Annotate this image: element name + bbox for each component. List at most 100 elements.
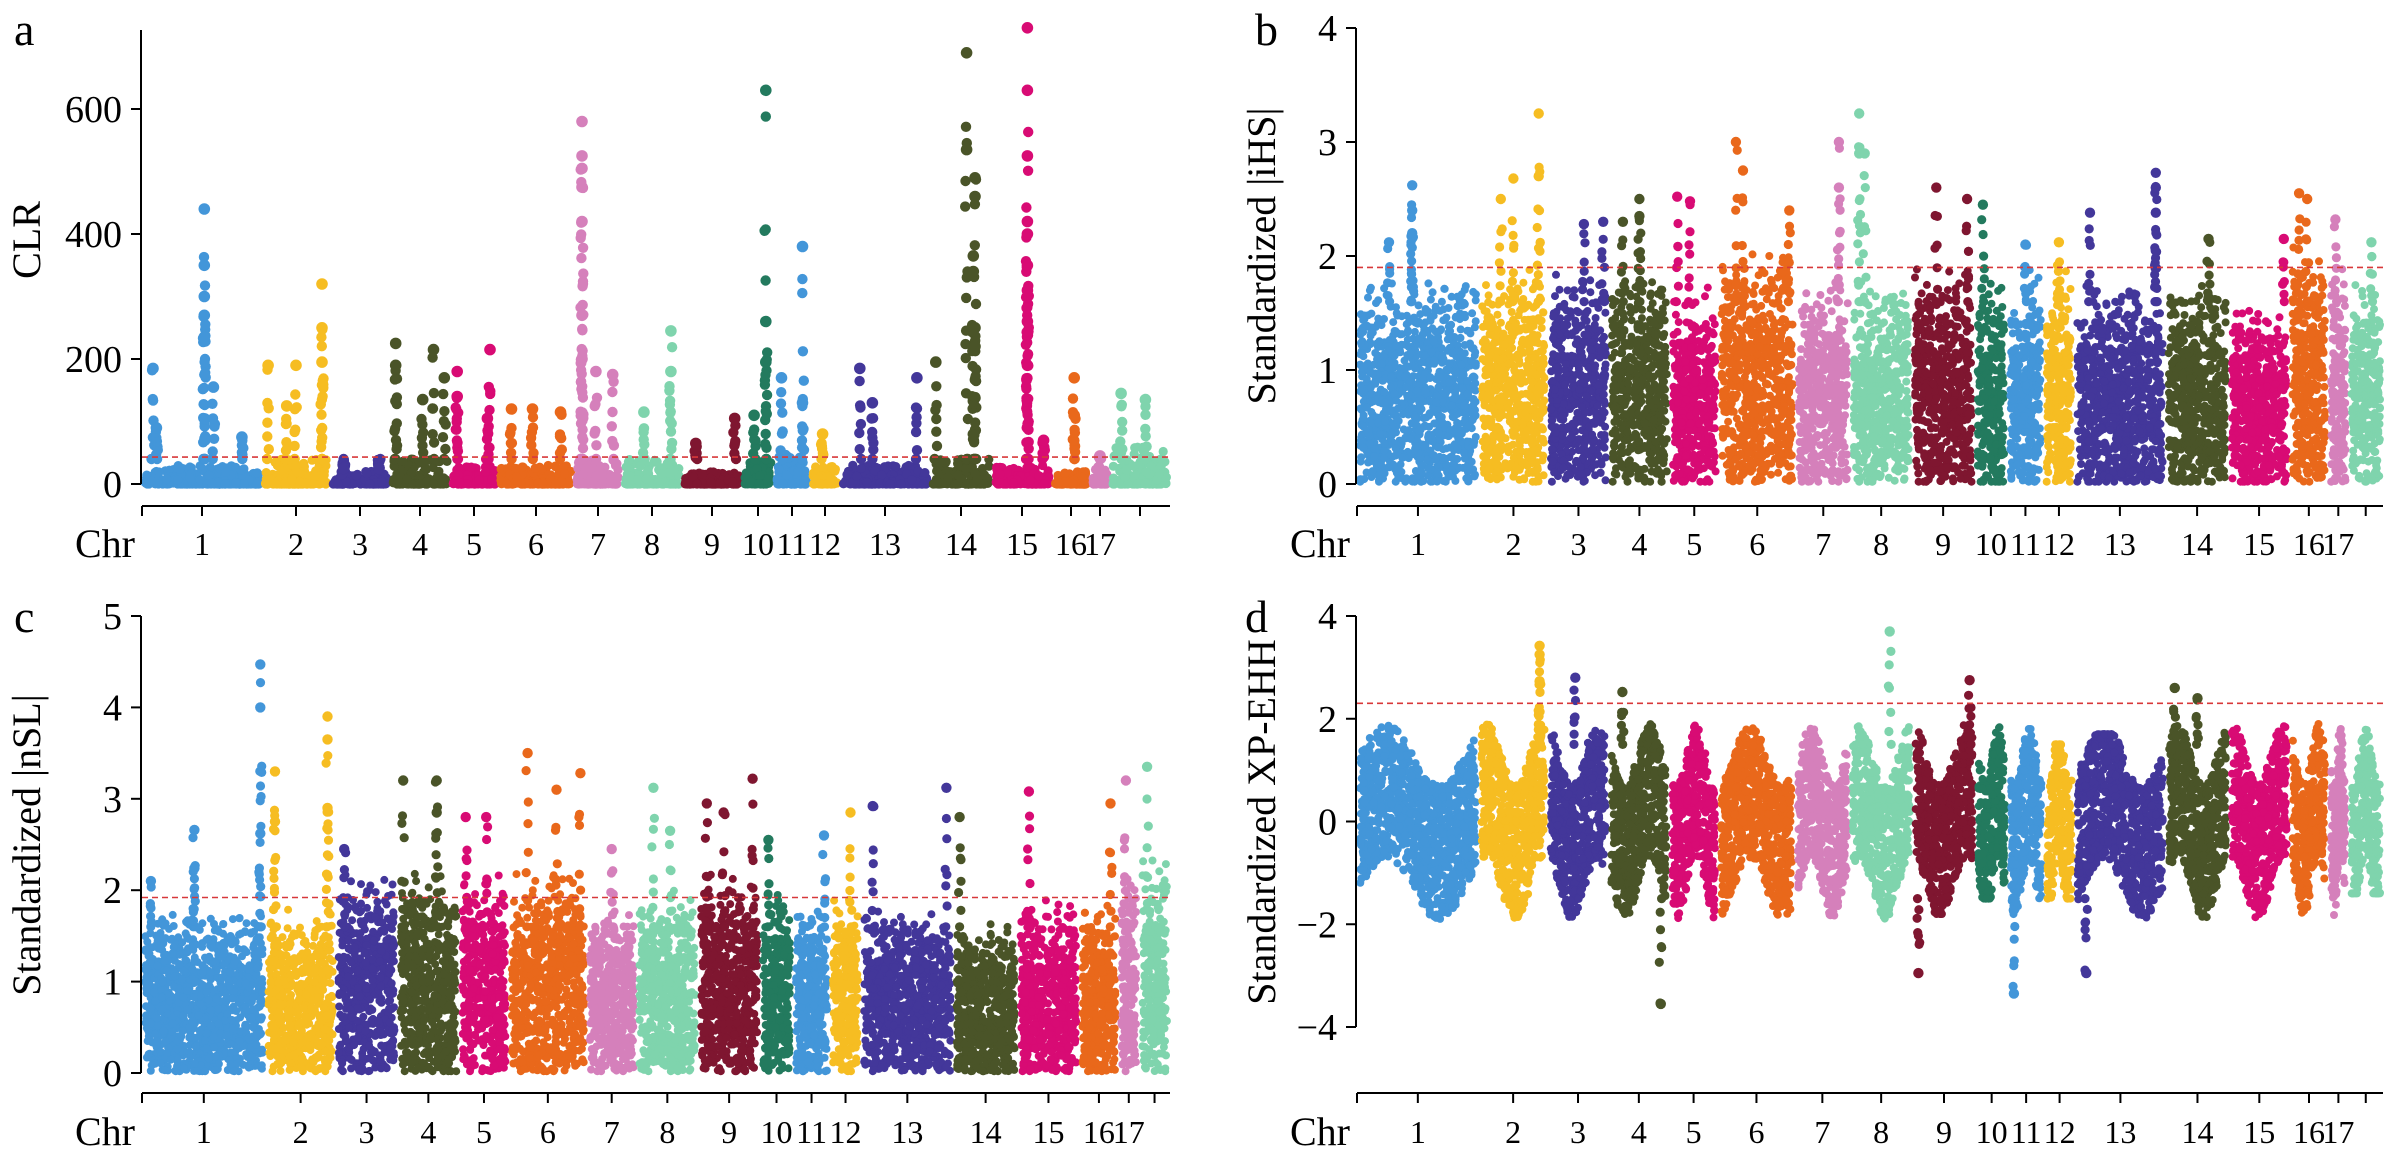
data-point	[953, 470, 963, 480]
data-point	[1411, 364, 1419, 373]
data-point	[1519, 348, 1528, 357]
peak-point	[1407, 205, 1418, 216]
data-point	[315, 399, 326, 410]
data-point	[607, 435, 618, 447]
chromosome-points-5	[448, 343, 500, 489]
x-tick-label: 17	[1084, 526, 1116, 562]
data-point	[1370, 445, 1379, 453]
data-point	[207, 446, 218, 457]
chromosome-points-3	[328, 453, 392, 489]
data-point	[1377, 359, 1386, 368]
peak-point	[451, 390, 464, 403]
peak-point	[236, 431, 248, 443]
data-point	[1158, 446, 1168, 457]
data-point	[220, 479, 230, 489]
data-point	[204, 470, 214, 480]
data-point	[316, 341, 327, 352]
data-point	[428, 387, 440, 399]
data-point	[761, 442, 772, 453]
data-point	[262, 397, 273, 409]
data-point	[576, 229, 587, 240]
data-point	[1482, 437, 1491, 446]
y-axis-title: CLR	[4, 201, 49, 279]
data-point	[669, 466, 679, 476]
data-point	[576, 252, 587, 264]
peak-point	[427, 343, 440, 356]
x-tick-label: 10	[742, 526, 774, 562]
peak-point	[198, 203, 211, 215]
data-point	[333, 479, 343, 489]
data-point	[1486, 351, 1494, 360]
data-point	[1534, 477, 1543, 486]
data-point	[1356, 330, 1365, 339]
data-point	[1509, 240, 1519, 250]
data-point	[440, 419, 451, 430]
data-point	[1483, 473, 1492, 482]
peak-point	[665, 325, 677, 337]
peak-point	[969, 322, 981, 334]
data-point	[200, 319, 211, 330]
data-point	[1489, 339, 1498, 348]
peak-point	[1021, 215, 1034, 228]
data-point	[1537, 324, 1546, 332]
data-point	[1408, 477, 1417, 486]
data-point	[953, 459, 963, 469]
data-point	[632, 475, 643, 485]
data-point	[1468, 309, 1477, 318]
data-point	[1357, 339, 1365, 347]
data-point	[198, 437, 209, 448]
data-point	[261, 453, 273, 465]
peak-point	[505, 403, 518, 415]
data-point	[606, 421, 617, 432]
data-point	[1455, 429, 1464, 438]
peak-point	[1068, 372, 1080, 384]
data-point	[666, 443, 677, 455]
data-point	[440, 443, 451, 455]
peak-point	[1115, 387, 1127, 400]
data-point	[664, 395, 676, 406]
data-point	[1500, 373, 1509, 381]
data-point	[775, 398, 787, 409]
data-point	[451, 413, 462, 424]
data-point	[728, 427, 739, 438]
data-point	[856, 463, 866, 473]
chromosome-points-14	[928, 47, 994, 489]
data-point	[1496, 297, 1506, 307]
data-point	[1494, 424, 1503, 432]
data-point	[1389, 331, 1398, 340]
data-point	[854, 375, 865, 387]
data-point	[175, 464, 185, 474]
peak-point	[290, 359, 302, 372]
data-point	[969, 240, 980, 251]
peak-point	[1021, 150, 1034, 162]
data-point	[1428, 288, 1437, 297]
data-point	[1366, 383, 1375, 392]
data-point	[438, 388, 449, 400]
data-point	[1099, 478, 1109, 488]
peak-point	[198, 331, 211, 343]
data-point	[289, 453, 300, 465]
data-point	[1021, 396, 1033, 407]
data-point	[854, 444, 865, 455]
data-point	[365, 479, 375, 489]
data-point	[1509, 427, 1518, 436]
data-point	[866, 413, 877, 424]
data-point	[502, 479, 512, 489]
chromosome-points-4	[388, 337, 452, 489]
data-point	[146, 475, 156, 486]
data-point	[1488, 300, 1497, 309]
data-point	[438, 453, 450, 465]
data-point	[995, 469, 1005, 479]
data-point	[154, 467, 164, 477]
data-point	[451, 403, 462, 415]
data-point	[538, 478, 548, 488]
data-point	[199, 399, 210, 411]
data-point	[1439, 316, 1448, 325]
data-point	[1500, 340, 1509, 349]
x-tick-label: 1	[194, 526, 210, 562]
data-point	[1509, 315, 1518, 324]
data-point	[1390, 389, 1399, 398]
data-point	[706, 477, 716, 487]
data-point	[1437, 344, 1446, 353]
